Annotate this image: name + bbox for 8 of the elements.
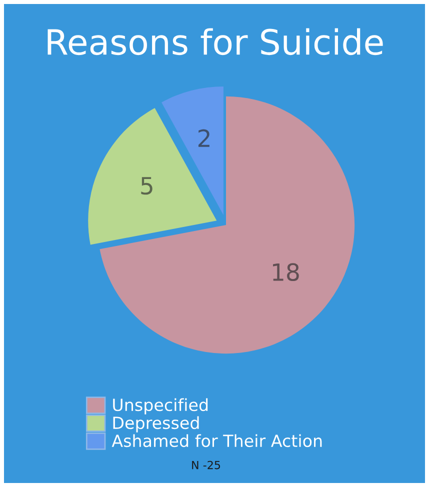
legend-label: Ashamed for Their Action <box>112 434 322 448</box>
chart-title: Reasons for Suicide <box>48 28 383 56</box>
legend-label: Depressed <box>113 416 199 432</box>
legend-label: Unspecified <box>113 398 208 414</box>
data-label: 18 <box>273 263 299 282</box>
data-label: 2 <box>198 129 210 147</box>
text: N -25 <box>192 460 220 470</box>
data-label: 5 <box>141 177 152 195</box>
